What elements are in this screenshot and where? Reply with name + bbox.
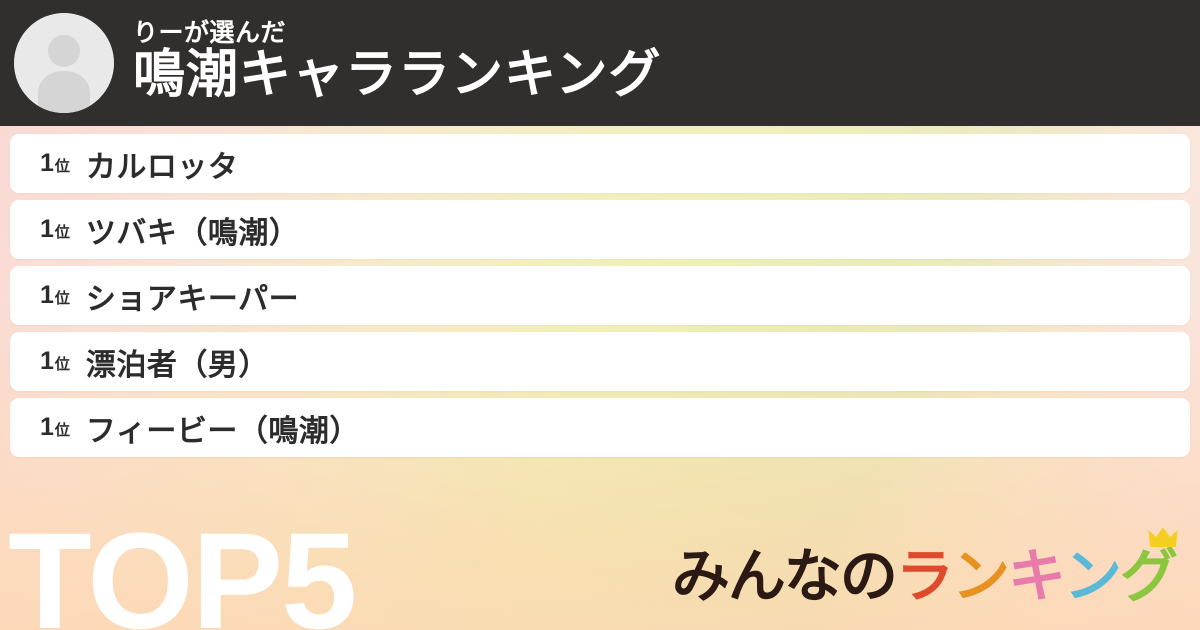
crown-icon <box>1148 527 1178 547</box>
rank-number: 1 <box>40 215 54 243</box>
list-item-label: カルロッタ <box>85 150 239 184</box>
logo-part-n2: ン <box>1063 544 1122 609</box>
rank-unit: 位 <box>54 290 70 307</box>
rank-number: 1 <box>40 149 54 177</box>
rank-badge: 1位 <box>40 349 70 374</box>
rank-badge: 1位 <box>40 415 70 440</box>
logo-part-n1: ン <box>951 544 1010 609</box>
rank-unit: 位 <box>54 158 70 175</box>
rank-badge: 1位 <box>40 217 70 242</box>
user-avatar-placeholder-icon <box>14 13 114 113</box>
page-title: 鳴潮キャラランキング <box>133 45 662 104</box>
rank-unit: 位 <box>54 422 70 439</box>
top-count-label: TOP5 <box>8 505 357 630</box>
rank-number: 1 <box>40 413 54 441</box>
logo-part-ra: ラ <box>895 544 954 609</box>
logo-part-ki: キ <box>1007 544 1066 609</box>
rank-badge: 1位 <box>40 151 70 176</box>
list-item[interactable]: 1位 漂泊者（男） <box>10 332 1190 391</box>
list-item-label: ショアキーパー <box>85 282 300 316</box>
list-item-label: 漂泊者（男） <box>85 348 269 382</box>
logo-part-gu: グ <box>1119 527 1178 609</box>
rank-badge: 1位 <box>40 283 70 308</box>
rank-number: 1 <box>40 281 54 309</box>
rank-unit: 位 <box>54 356 70 373</box>
list-item-label: フィービー（鳴潮） <box>85 414 360 448</box>
rank-number: 1 <box>40 347 54 375</box>
ranking-subtitle: りーが選んだ <box>133 18 287 47</box>
list-item[interactable]: 1位 ショアキーパー <box>10 266 1190 325</box>
header-bar: りーが選んだ 鳴潮キャラランキング <box>0 0 1200 126</box>
logo-part-minnano: みんなの <box>671 544 898 609</box>
ranking-list: 1位 カルロッタ 1位 ツバキ（鳴潮） 1位 ショアキーパー 1位 漂泊者（男）… <box>0 126 1200 457</box>
list-item-label: ツバキ（鳴潮） <box>85 216 300 250</box>
list-item[interactable]: 1位 フィービー（鳴潮） <box>10 398 1190 457</box>
logo-part-gu-text: グ <box>1119 544 1178 609</box>
site-logo[interactable]: みんなの ラ ン キ ン グ <box>671 527 1178 609</box>
list-item[interactable]: 1位 カルロッタ <box>10 134 1190 193</box>
list-item[interactable]: 1位 ツバキ（鳴潮） <box>10 200 1190 259</box>
header-text-block: りーが選んだ 鳴潮キャラランキング <box>133 18 662 107</box>
rank-unit: 位 <box>54 224 70 241</box>
